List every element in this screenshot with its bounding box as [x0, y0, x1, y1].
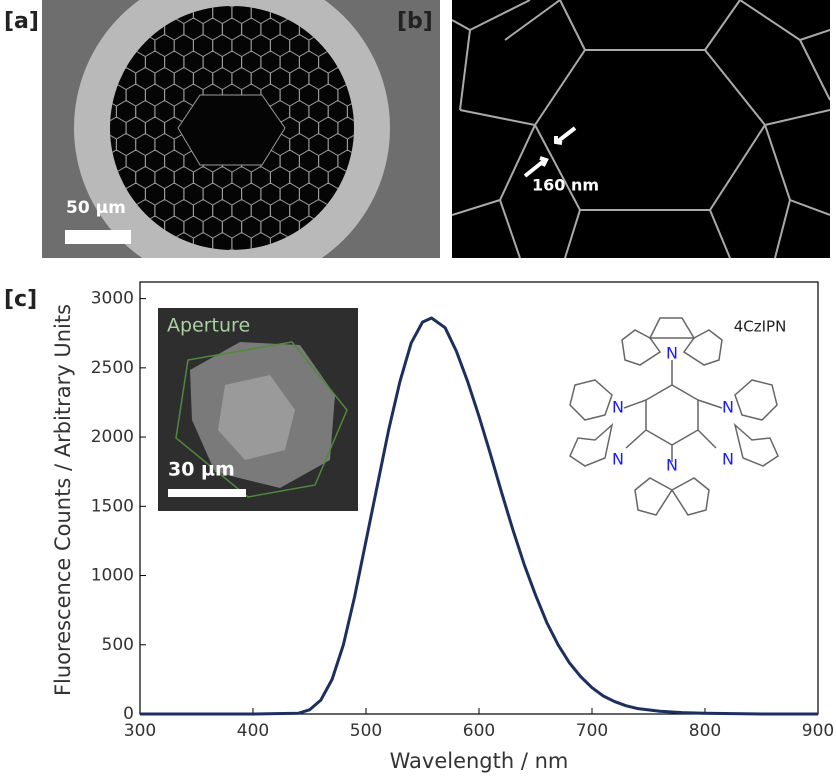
y-tick-label: 1500 [91, 496, 134, 516]
annotation: 160 nm [532, 176, 599, 195]
inset-image [158, 308, 358, 511]
inset-title: Aperture [167, 315, 250, 337]
scale-bar [168, 489, 246, 497]
x-tick-label: 500 [350, 721, 382, 741]
x-tick-label: 800 [689, 721, 721, 741]
atom-label: N [612, 398, 624, 417]
x-tick-label: 300 [124, 721, 156, 741]
x-axis-label: Wavelength / nm [390, 749, 569, 773]
atom-label: N [666, 456, 678, 475]
arrows [523, 126, 577, 178]
x-tick-label: 700 [576, 721, 608, 741]
atom-label: N [722, 450, 734, 469]
scale-bar [65, 230, 131, 244]
atom-label: N [722, 398, 734, 417]
panel-label: [a] [4, 9, 39, 34]
atom-label: N [666, 344, 678, 363]
sem-image-b [452, 0, 830, 258]
y-tick-label: 500 [102, 635, 134, 655]
y-tick-label: 3000 [91, 289, 134, 309]
y-tick-label: 0 [123, 704, 134, 724]
spectrum-line [140, 316, 818, 716]
panel-label: [c] [4, 287, 37, 312]
panel-label: [b] [397, 9, 433, 34]
y-tick-label: 2000 [91, 427, 134, 447]
y-axis-label: Fluorescence Counts / Arbitrary Units [51, 304, 75, 696]
scale-label: 50 µm [66, 198, 126, 218]
molecule-structure [569, 317, 779, 516]
sem-image-a [42, 0, 440, 258]
y-tick-label: 1000 [91, 566, 134, 586]
x-tick-label: 400 [237, 721, 269, 741]
x-tick-label: 900 [802, 721, 834, 741]
atom-label: N [612, 450, 624, 469]
scale-label: 30 µm [168, 459, 235, 481]
molecule-name: 4CzIPN [734, 318, 787, 336]
x-tick-label: 600 [463, 721, 495, 741]
y-tick-label: 2500 [91, 358, 134, 378]
